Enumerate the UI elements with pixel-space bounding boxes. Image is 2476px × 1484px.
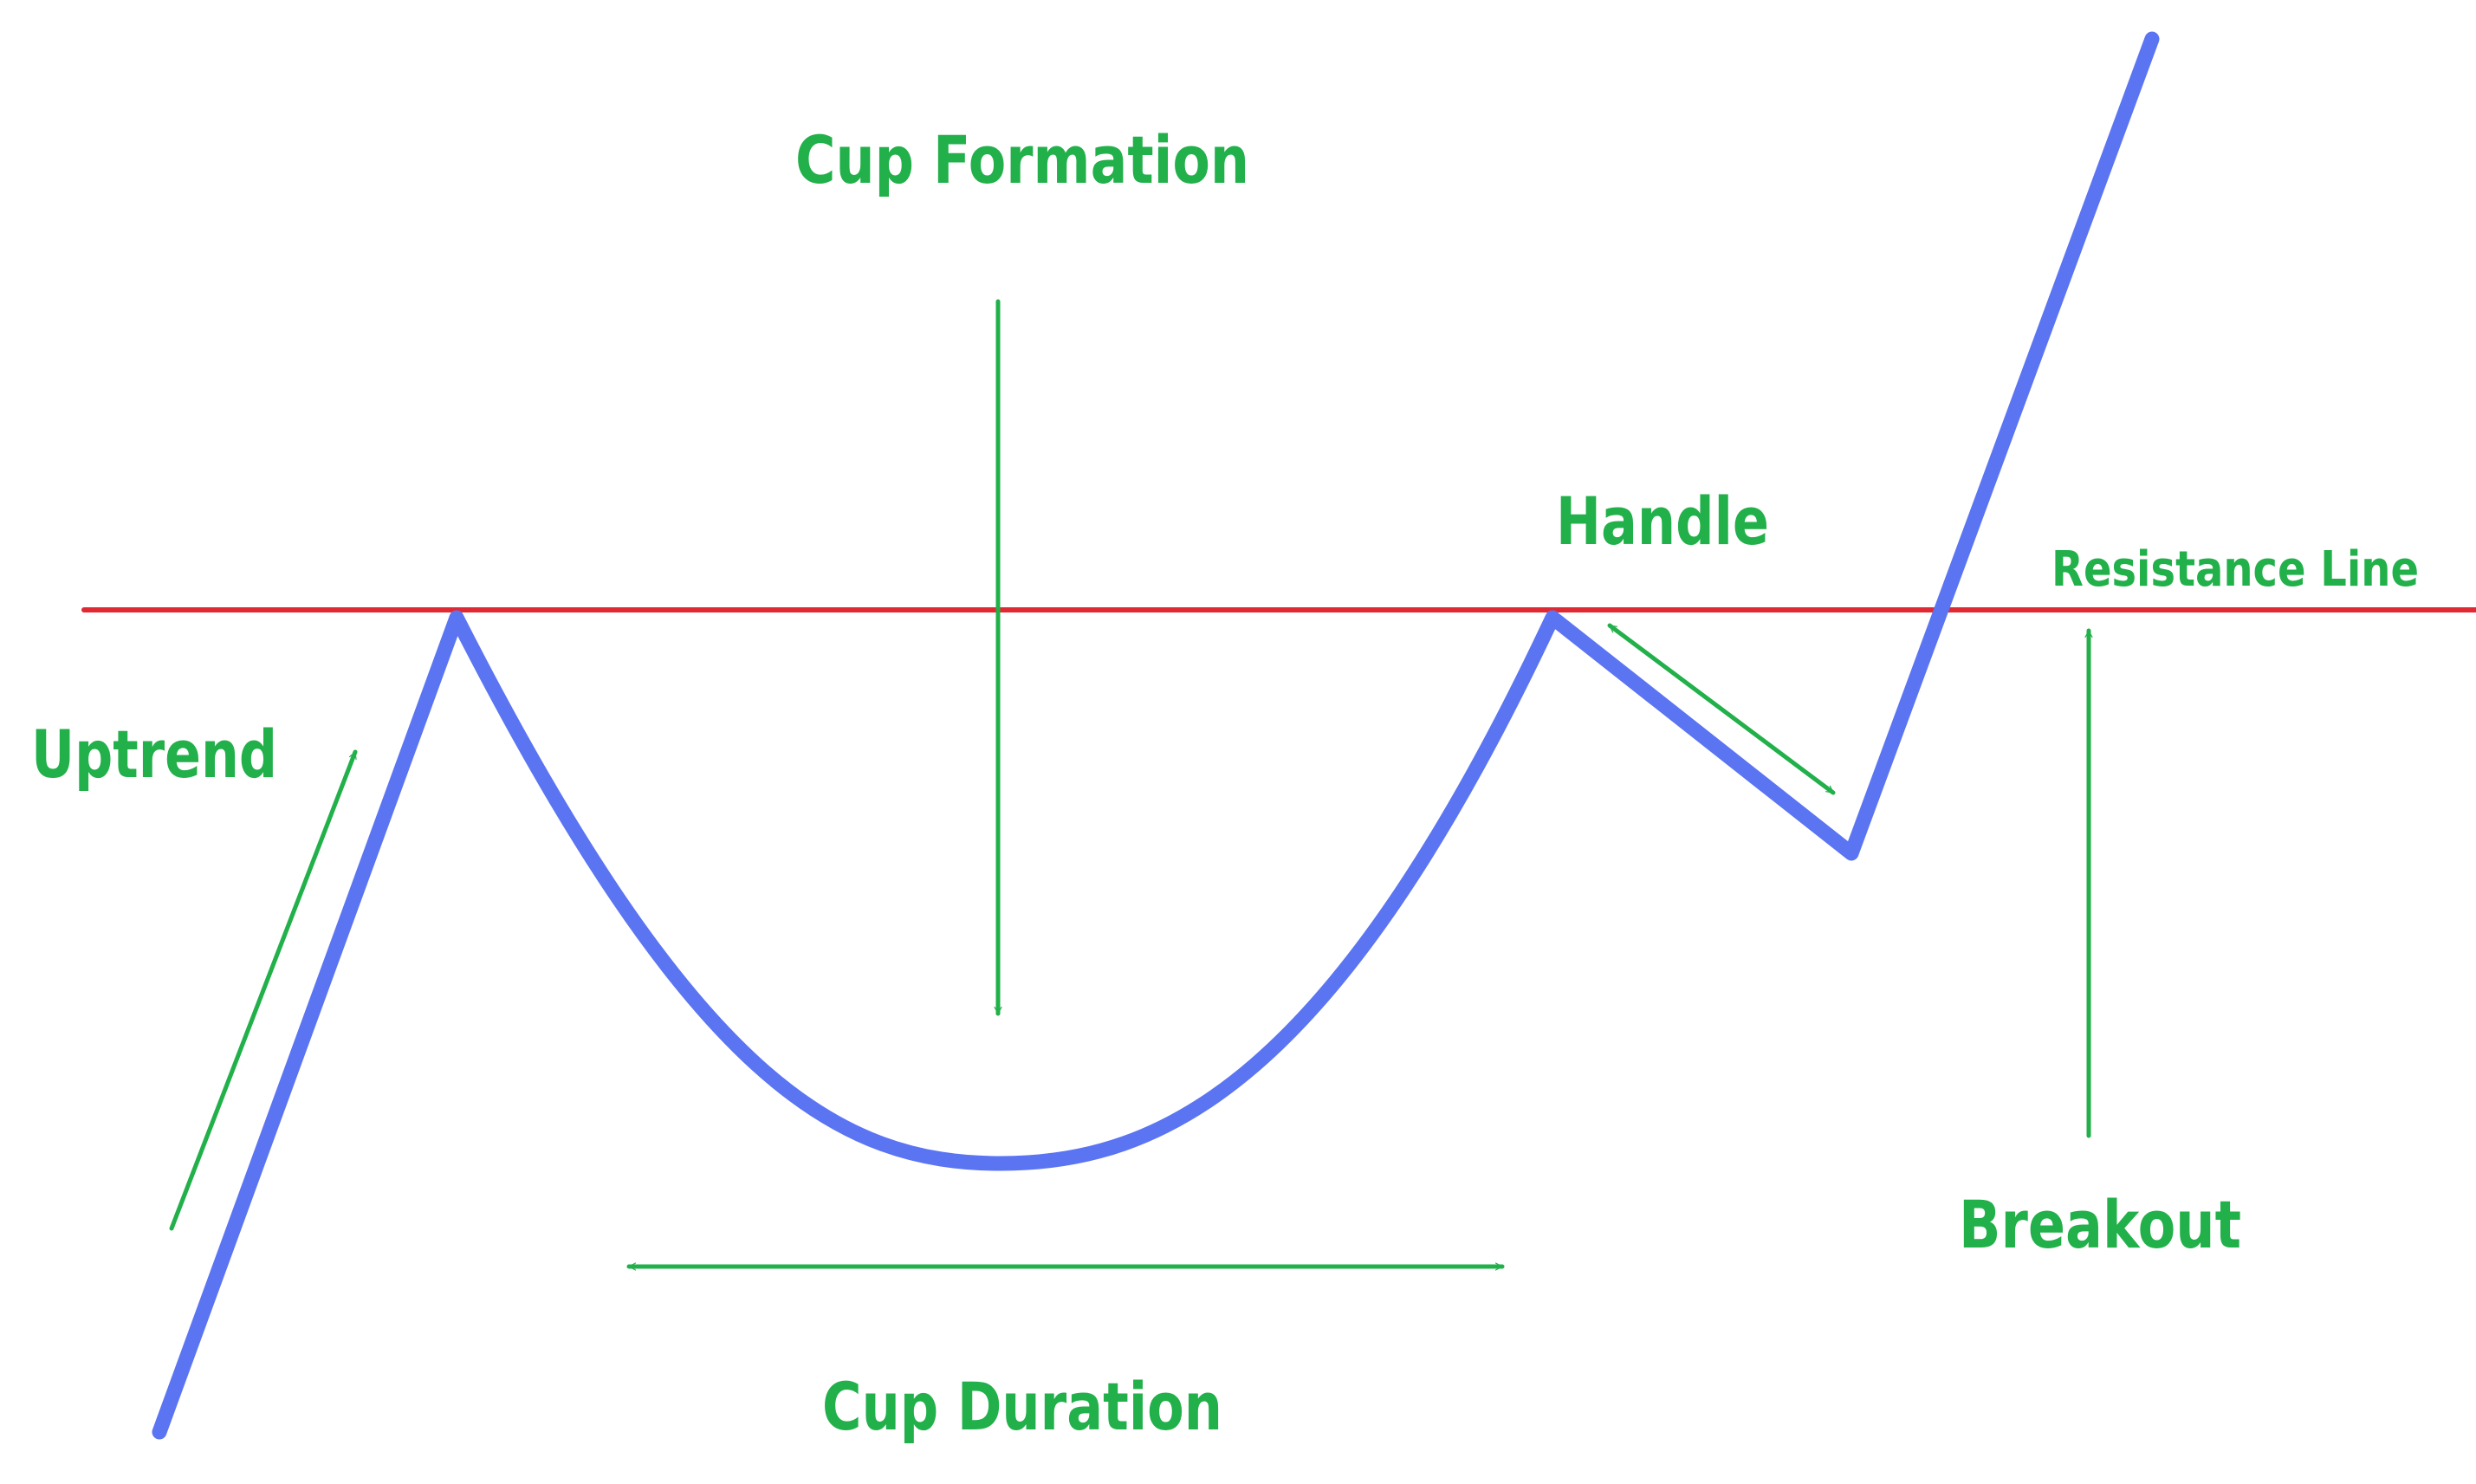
uptrend-label: Uptrend: [31, 716, 277, 793]
handle-label: Handle: [1556, 483, 1769, 560]
resistance-line-label: Resistance Line: [2051, 541, 2419, 598]
cup-formation-label: Cup Formation: [795, 121, 1249, 198]
price-path: [152, 31, 2160, 1440]
handle-arrow: [1607, 623, 1836, 795]
breakout-label: Breakout: [1959, 1186, 2241, 1263]
cup-duration-label: Cup Duration: [822, 1368, 1222, 1445]
uptrend-arrow: [169, 749, 358, 1231]
